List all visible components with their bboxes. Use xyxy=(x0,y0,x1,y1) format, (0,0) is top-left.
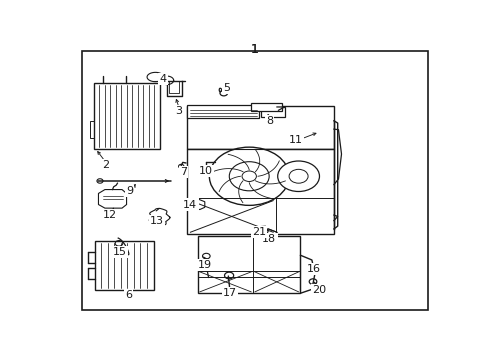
Circle shape xyxy=(209,147,289,205)
Circle shape xyxy=(242,171,256,181)
Text: 21: 21 xyxy=(252,227,266,237)
Text: 9: 9 xyxy=(126,186,133,196)
Circle shape xyxy=(278,161,319,192)
Bar xyxy=(261,107,285,117)
Text: 6: 6 xyxy=(125,290,132,300)
Text: 20: 20 xyxy=(313,285,326,296)
Circle shape xyxy=(202,253,210,259)
Text: 4: 4 xyxy=(159,74,167,84)
Text: 8: 8 xyxy=(266,116,273,126)
Text: 2: 2 xyxy=(102,160,110,170)
Polygon shape xyxy=(265,229,277,240)
Text: 1: 1 xyxy=(251,43,259,56)
Polygon shape xyxy=(190,199,205,210)
Text: 19: 19 xyxy=(198,260,212,270)
Text: 17: 17 xyxy=(223,288,237,298)
Text: 10: 10 xyxy=(198,166,213,176)
Text: 5: 5 xyxy=(223,82,230,93)
Text: 3: 3 xyxy=(175,106,182,116)
Bar xyxy=(94,82,160,149)
Text: 18: 18 xyxy=(262,234,276,244)
Circle shape xyxy=(220,90,227,96)
Text: 11: 11 xyxy=(289,135,303,145)
Circle shape xyxy=(229,162,269,191)
Bar xyxy=(187,105,334,149)
Bar xyxy=(198,237,300,293)
Text: 15: 15 xyxy=(113,247,127,257)
Bar xyxy=(187,149,334,234)
Circle shape xyxy=(289,169,308,183)
Polygon shape xyxy=(98,190,126,208)
Text: 1: 1 xyxy=(251,43,259,56)
Circle shape xyxy=(97,179,103,183)
Text: 14: 14 xyxy=(183,199,197,210)
Bar xyxy=(251,103,281,111)
Text: 13: 13 xyxy=(150,216,164,226)
Bar xyxy=(91,121,94,138)
Text: 7: 7 xyxy=(180,167,187,177)
Text: 16: 16 xyxy=(307,264,321,274)
Bar xyxy=(95,240,153,291)
Text: 12: 12 xyxy=(103,210,117,220)
Bar xyxy=(187,105,260,118)
